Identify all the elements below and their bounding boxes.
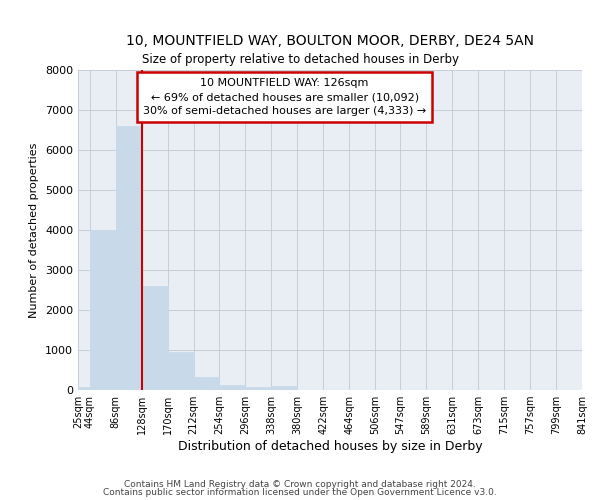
- Y-axis label: Number of detached properties: Number of detached properties: [29, 142, 40, 318]
- Bar: [271, 386, 297, 390]
- Title: 10, MOUNTFIELD WAY, BOULTON MOOR, DERBY, DE24 5AN: 10, MOUNTFIELD WAY, BOULTON MOOR, DERBY,…: [126, 34, 534, 48]
- Bar: [90, 230, 116, 390]
- Text: Contains HM Land Registry data © Crown copyright and database right 2024.: Contains HM Land Registry data © Crown c…: [124, 480, 476, 489]
- Bar: [116, 126, 142, 390]
- Bar: [220, 385, 245, 390]
- Bar: [193, 377, 220, 390]
- Bar: [78, 387, 90, 390]
- Bar: [167, 352, 193, 390]
- Text: 10 MOUNTFIELD WAY: 126sqm
← 69% of detached houses are smaller (10,092)
30% of s: 10 MOUNTFIELD WAY: 126sqm ← 69% of detac…: [143, 78, 426, 116]
- Bar: [245, 387, 271, 390]
- Bar: [142, 286, 167, 390]
- X-axis label: Distribution of detached houses by size in Derby: Distribution of detached houses by size …: [178, 440, 482, 453]
- Text: Contains public sector information licensed under the Open Government Licence v3: Contains public sector information licen…: [103, 488, 497, 497]
- Text: Size of property relative to detached houses in Derby: Size of property relative to detached ho…: [142, 52, 458, 66]
